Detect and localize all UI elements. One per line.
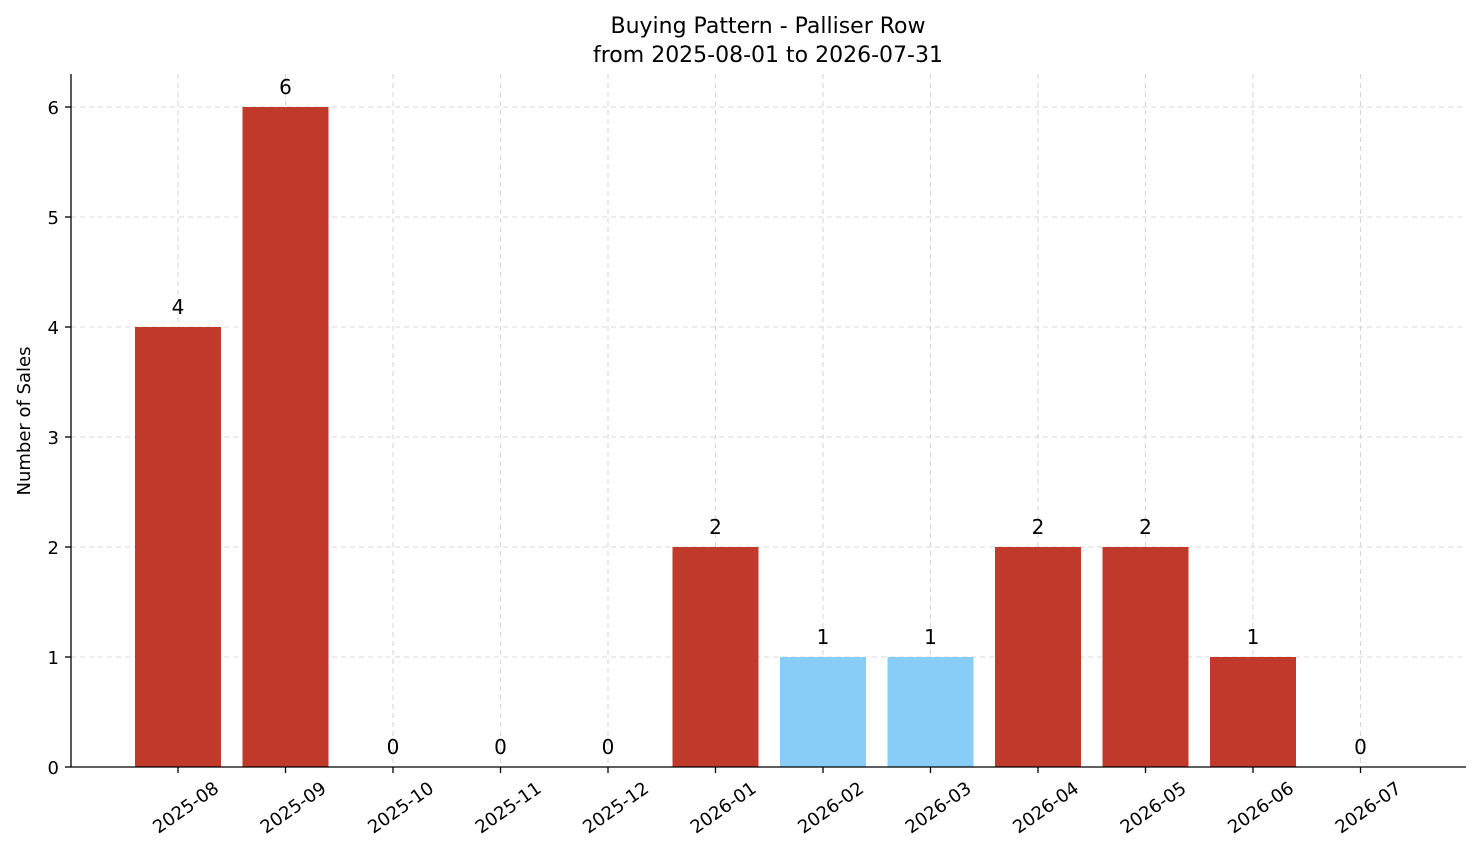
data-label-2026-01: 2 bbox=[709, 515, 722, 539]
x-tick-label: 2025-09 bbox=[257, 778, 331, 838]
bar-2026-01 bbox=[672, 547, 759, 767]
x-tick-label: 2026-05 bbox=[1117, 778, 1191, 838]
y-tick-label: 6 bbox=[48, 98, 59, 119]
bar-2026-05 bbox=[1102, 547, 1189, 767]
y-tick-label: 2 bbox=[48, 538, 59, 559]
data-label-2026-05: 2 bbox=[1139, 515, 1152, 539]
data-label-2026-04: 2 bbox=[1032, 515, 1045, 539]
y-axis-label: Number of Sales bbox=[14, 346, 35, 495]
chart-subtitle: from 2025-08-01 to 2026-07-31 bbox=[593, 43, 943, 68]
x-tick-label: 2026-06 bbox=[1224, 778, 1298, 838]
x-tick-label: 2026-07 bbox=[1332, 778, 1406, 838]
x-tick-label: 2025-10 bbox=[364, 778, 438, 838]
y-tick-label: 1 bbox=[48, 648, 59, 669]
bars bbox=[135, 107, 1296, 767]
data-label-2026-03: 1 bbox=[924, 625, 937, 649]
chart-title: Buying Pattern - Palliser Row bbox=[610, 14, 925, 39]
data-label-2026-02: 1 bbox=[817, 625, 830, 649]
x-tick-label: 2025-08 bbox=[149, 778, 223, 838]
bar-2025-09 bbox=[242, 107, 329, 767]
x-tick-label: 2026-03 bbox=[902, 778, 976, 838]
x-tick-label: 2025-11 bbox=[472, 778, 546, 838]
bar-2026-03 bbox=[887, 657, 974, 767]
bar-2026-06 bbox=[1210, 657, 1296, 767]
bar-2025-08 bbox=[135, 327, 221, 767]
x-tick-label: 2026-01 bbox=[687, 778, 761, 838]
data-label-2025-10: 0 bbox=[387, 735, 400, 759]
data-label-2025-08: 4 bbox=[172, 295, 185, 319]
data-label-2026-06: 1 bbox=[1247, 625, 1260, 649]
y-tick-label: 3 bbox=[48, 428, 59, 449]
data-label-2026-07: 0 bbox=[1354, 735, 1367, 759]
x-tick-label: 2026-04 bbox=[1009, 778, 1083, 838]
data-labels: 4 6 0 0 0 2 1 1 2 2 1 0 bbox=[172, 75, 1367, 759]
y-tick-label: 0 bbox=[48, 758, 59, 779]
x-tick-label: 2026-02 bbox=[794, 778, 868, 838]
data-label-2025-12: 0 bbox=[602, 735, 615, 759]
bar-2026-04 bbox=[995, 547, 1081, 767]
data-label-2025-11: 0 bbox=[494, 735, 507, 759]
y-tick-label: 4 bbox=[48, 318, 59, 339]
y-tick-label: 5 bbox=[48, 208, 59, 229]
data-label-2025-09: 6 bbox=[279, 75, 292, 99]
bar-2026-02 bbox=[780, 657, 866, 767]
x-tick-label: 2025-12 bbox=[579, 778, 653, 838]
